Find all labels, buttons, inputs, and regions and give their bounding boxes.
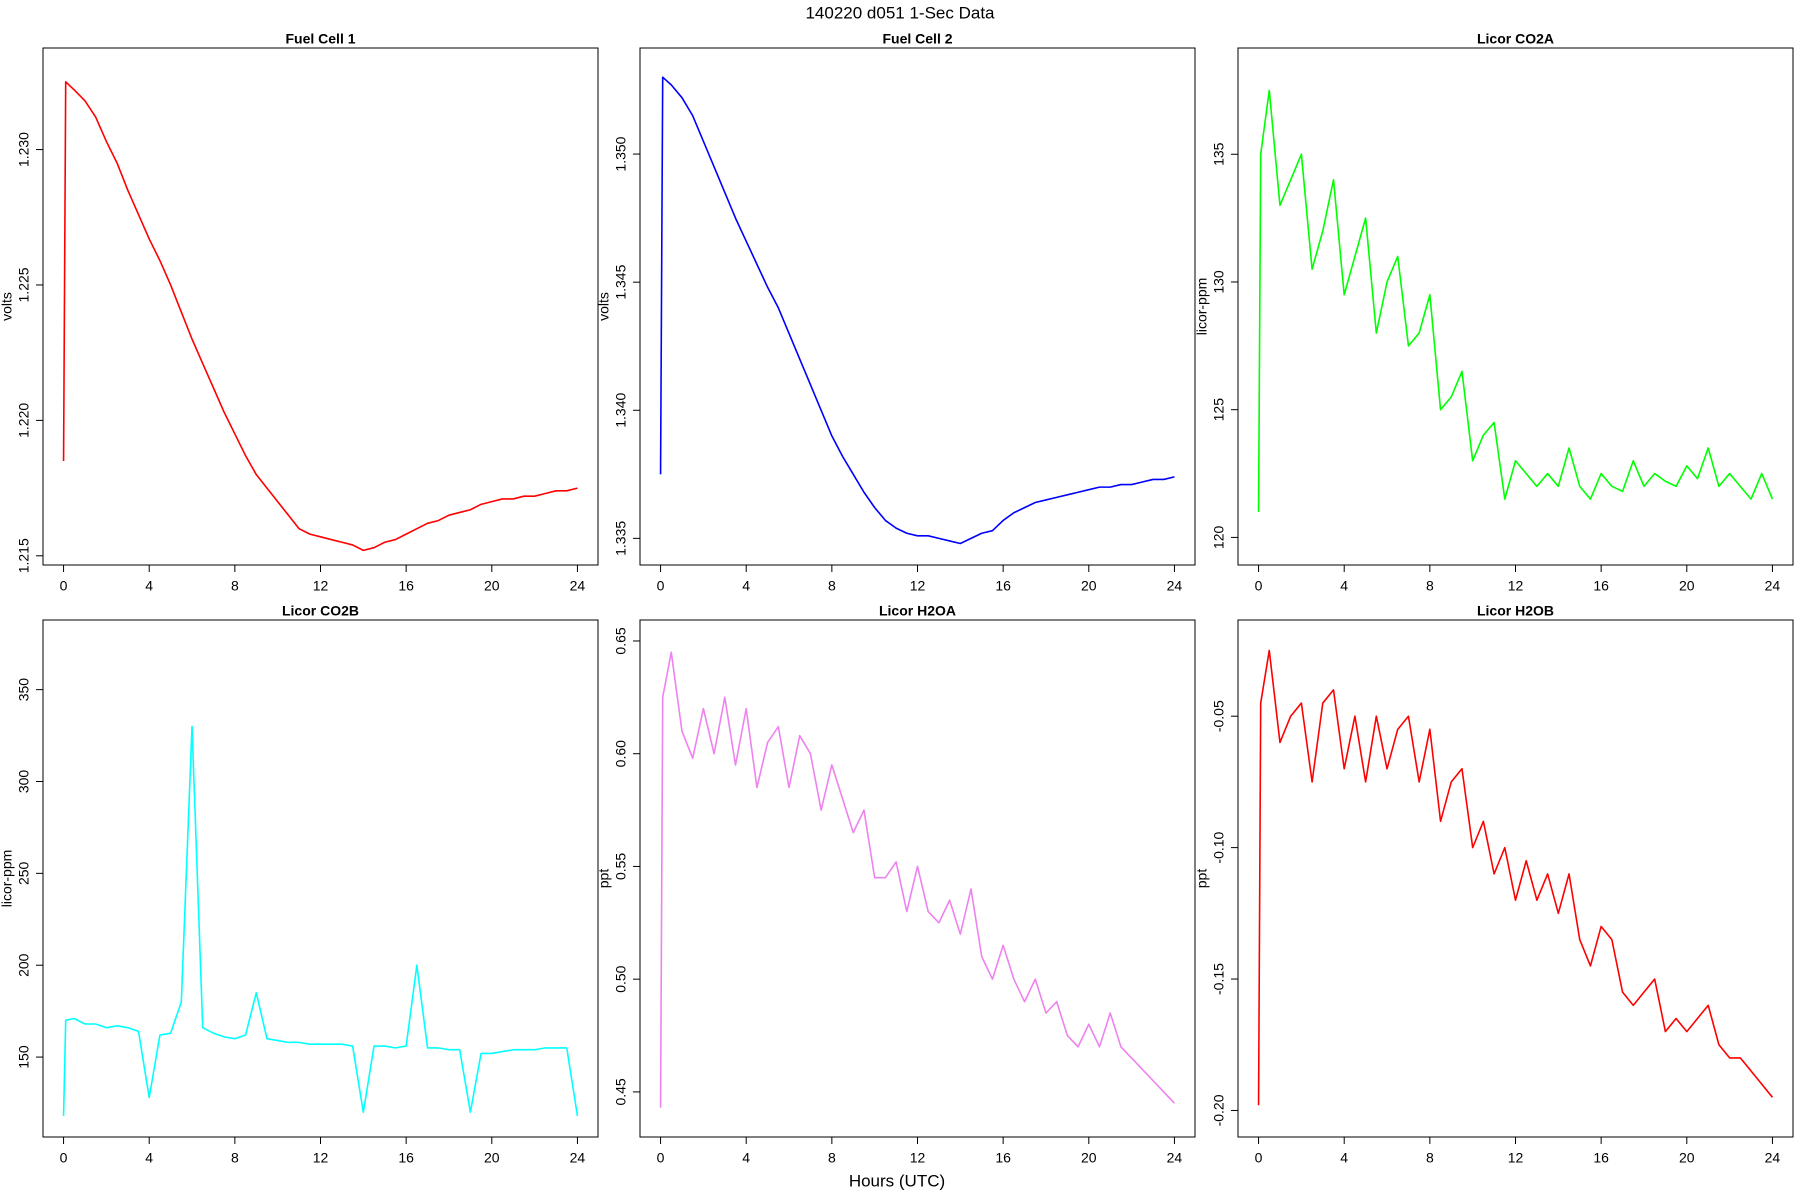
- x-tick-label: 24: [1765, 578, 1781, 594]
- x-tick-label: 24: [1167, 1150, 1183, 1166]
- data-line: [1257, 89, 1774, 512]
- panel-title: Licor H2OB: [1477, 603, 1554, 619]
- y-tick-label: 125: [1211, 398, 1227, 422]
- x-axis-label: Hours (UTC): [849, 1171, 945, 1190]
- x-tick-label: 24: [570, 578, 586, 594]
- x-tick-label: 4: [742, 1150, 750, 1166]
- x-tick-label: 4: [742, 578, 750, 594]
- x-tick-label: 8: [828, 1150, 836, 1166]
- y-tick-label: 0.65: [613, 627, 629, 654]
- y-tick-label: 1.225: [16, 267, 32, 302]
- x-tick-label: 16: [398, 578, 414, 594]
- x-tick-label: 20: [1081, 578, 1097, 594]
- x-tick-label: 16: [398, 1150, 414, 1166]
- panel-title: Fuel Cell 2: [882, 31, 952, 47]
- y-axis-label: volts: [0, 292, 15, 321]
- y-tick-label: 1.345: [613, 264, 629, 299]
- y-tick-label: 1.335: [613, 521, 629, 556]
- x-tick-label: 4: [145, 1150, 153, 1166]
- y-tick-label: 1.340: [613, 393, 629, 428]
- x-tick-label: 16: [1593, 1150, 1609, 1166]
- x-tick-label: 16: [1593, 578, 1609, 594]
- data-line: [1257, 649, 1774, 1106]
- y-tick-label: 1.220: [16, 403, 32, 438]
- x-tick-label: 4: [1340, 578, 1348, 594]
- y-tick-label: 150: [16, 1045, 32, 1069]
- x-tick-label: 12: [910, 1150, 926, 1166]
- y-tick-label: 0.50: [613, 965, 629, 992]
- y-tick-label: 1.350: [613, 136, 629, 171]
- x-tick-label: 16: [995, 578, 1011, 594]
- x-tick-label: 0: [1255, 1150, 1263, 1166]
- plot-frame: [1237, 47, 1794, 566]
- y-tick-label: 135: [1211, 142, 1227, 166]
- plot-frame: [639, 619, 1196, 1138]
- x-tick-label: 0: [657, 578, 665, 594]
- y-axis-label: ppt: [596, 869, 612, 889]
- x-tick-label: 20: [1679, 1150, 1695, 1166]
- data-line: [659, 76, 1175, 545]
- y-tick-label: -0.20: [1211, 1094, 1227, 1126]
- x-tick-label: 24: [1167, 578, 1183, 594]
- x-tick-label: 8: [1426, 1150, 1434, 1166]
- x-tick-label: 8: [1426, 578, 1434, 594]
- y-tick-label: 200: [16, 953, 32, 977]
- x-tick-label: 0: [657, 1150, 665, 1166]
- x-tick-label: 0: [60, 578, 68, 594]
- plot-frame: [1237, 619, 1794, 1138]
- x-tick-label: 0: [1255, 578, 1263, 594]
- x-tick-label: 8: [828, 578, 836, 594]
- panel-title: Fuel Cell 1: [285, 31, 355, 47]
- panel-title: Licor CO2A: [1477, 31, 1554, 47]
- x-tick-label: 24: [570, 1150, 586, 1166]
- panel-title: Licor CO2B: [282, 603, 359, 619]
- y-tick-label: 0.55: [613, 853, 629, 880]
- x-tick-label: 20: [484, 578, 500, 594]
- figure-title: 140220 d051 1-Sec Data: [805, 3, 995, 22]
- data-line: [62, 81, 578, 552]
- y-tick-label: 0.60: [613, 740, 629, 767]
- y-tick-label: 130: [1211, 270, 1227, 294]
- y-tick-label: -0.15: [1211, 963, 1227, 995]
- y-tick-label: -0.05: [1211, 700, 1227, 732]
- x-tick-label: 8: [231, 1150, 239, 1166]
- x-tick-label: 16: [995, 1150, 1011, 1166]
- y-axis-label: licor-ppm: [0, 850, 15, 908]
- x-tick-label: 4: [145, 578, 153, 594]
- x-tick-label: 12: [1508, 1150, 1524, 1166]
- y-tick-label: 250: [16, 861, 32, 885]
- y-tick-label: 0.45: [613, 1078, 629, 1105]
- data-line: [659, 651, 1176, 1108]
- x-tick-label: 12: [910, 578, 926, 594]
- y-axis-label: licor-ppm: [1194, 278, 1210, 336]
- plot-frame: [639, 47, 1196, 566]
- x-tick-label: 24: [1765, 1150, 1781, 1166]
- x-tick-label: 20: [1679, 578, 1695, 594]
- x-tick-label: 8: [231, 578, 239, 594]
- y-axis-label: volts: [596, 292, 612, 321]
- y-tick-label: 120: [1211, 526, 1227, 550]
- plot-frame: [42, 619, 599, 1138]
- x-tick-label: 4: [1340, 1150, 1348, 1166]
- x-tick-label: 20: [1081, 1150, 1097, 1166]
- data-line: [62, 725, 579, 1116]
- y-axis-label: ppt: [1194, 869, 1210, 889]
- x-tick-label: 12: [313, 1150, 329, 1166]
- y-tick-label: 300: [16, 770, 32, 794]
- plot-frame: [42, 47, 599, 566]
- x-tick-label: 12: [1508, 578, 1524, 594]
- y-tick-label: 1.215: [16, 538, 32, 573]
- x-tick-label: 0: [60, 1150, 68, 1166]
- y-tick-label: -0.10: [1211, 831, 1227, 863]
- x-tick-label: 12: [313, 578, 329, 594]
- panel-title: Licor H2OA: [879, 603, 956, 619]
- y-tick-label: 350: [16, 678, 32, 702]
- x-tick-label: 20: [484, 1150, 500, 1166]
- y-tick-label: 1.230: [16, 132, 32, 167]
